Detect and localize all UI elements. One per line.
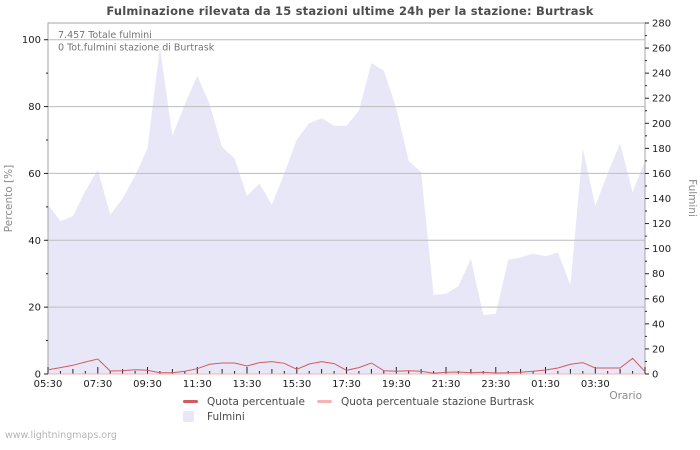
x-tick-label: 05:30	[34, 379, 63, 390]
y-left-tick-label: 60	[28, 169, 41, 180]
quota-station-line-swatch	[317, 400, 332, 403]
x-tick-label: 07:30	[83, 379, 112, 390]
x-tick-label: 15:30	[282, 379, 311, 390]
fulmini-area-swatch	[183, 411, 194, 422]
y-right-tick-label: 100	[652, 244, 671, 255]
quota-line	[47, 357, 646, 374]
y-right-tick-label: 40	[652, 319, 665, 330]
x-tick-label: 09:30	[133, 379, 162, 390]
y-left-tick-label: 40	[28, 236, 41, 247]
x-tick-label: 03:30	[581, 379, 610, 390]
chart-title: Fulminazione rilevata da 15 stazioni ult…	[106, 4, 594, 18]
y-left-tick-label: 100	[22, 35, 41, 46]
fulmini-area	[48, 46, 645, 375]
y-right-tick-label: 120	[652, 219, 671, 230]
y-right-tick-label: 260	[652, 44, 671, 55]
y-right-tick-label: 180	[652, 144, 671, 155]
watermark: www.lightningmaps.org	[5, 430, 117, 441]
x-tick-label: 11:30	[183, 379, 212, 390]
legend-row-1: Quota percentuale Quota percentuale staz…	[183, 394, 534, 409]
x-axis-title: Orario	[609, 390, 642, 402]
x-tick-label: 19:30	[382, 379, 411, 390]
legend-item-quota: Quota percentuale	[183, 396, 317, 408]
y-right-tick-label: 220	[652, 94, 671, 105]
legend-item-fulmini: Fulmini	[183, 411, 317, 423]
y-right-tick-label: 0	[652, 370, 658, 381]
y-right-tick-label: 140	[652, 194, 671, 205]
y-right-tick-label: 80	[652, 269, 665, 280]
legend-label-quota-station: Quota percentuale stazione Burtrask	[341, 395, 535, 408]
y-right-tick-label: 60	[652, 294, 665, 305]
y-right-tick-label: 280	[652, 19, 671, 30]
legend-item-quota-station: Quota percentuale stazione Burtrask	[317, 396, 534, 408]
legend: Quota percentuale Quota percentuale staz…	[183, 394, 534, 424]
y-left-tick-label: 80	[28, 102, 41, 113]
x-tick-label: 21:30	[432, 379, 461, 390]
annotation-total-lightning: 7.457 Totale fulmini	[58, 30, 152, 41]
legend-row-2: Fulmini	[183, 409, 534, 424]
x-tick-label: 01:30	[531, 379, 560, 390]
quota-line-swatch	[183, 400, 198, 403]
legend-label-fulmini: Fulmini	[207, 410, 245, 423]
annotation-station-total: 0 Tot.fulmini stazione di Burtrask	[58, 43, 215, 54]
right-axis-title: Fulmini	[686, 179, 698, 217]
y-left-tick-label: 20	[28, 303, 41, 314]
legend-label-quota: Quota percentuale	[207, 395, 305, 408]
x-tick-label: 23:30	[481, 379, 510, 390]
y-right-tick-label: 240	[652, 69, 671, 80]
x-tick-label: 13:30	[233, 379, 262, 390]
y-right-tick-label: 200	[652, 119, 671, 130]
y-right-tick-label: 160	[652, 169, 671, 180]
chart-plot: 05:30 07:30 09:30 11:30 13:30 15:30 17:30 19:30…	[3, 19, 698, 403]
y-right-tick-label: 20	[652, 344, 665, 355]
y-left-tick-label: 0	[35, 370, 41, 381]
x-tick-label: 17:30	[332, 379, 361, 390]
left-axis-title: Percento [%]	[3, 165, 15, 232]
